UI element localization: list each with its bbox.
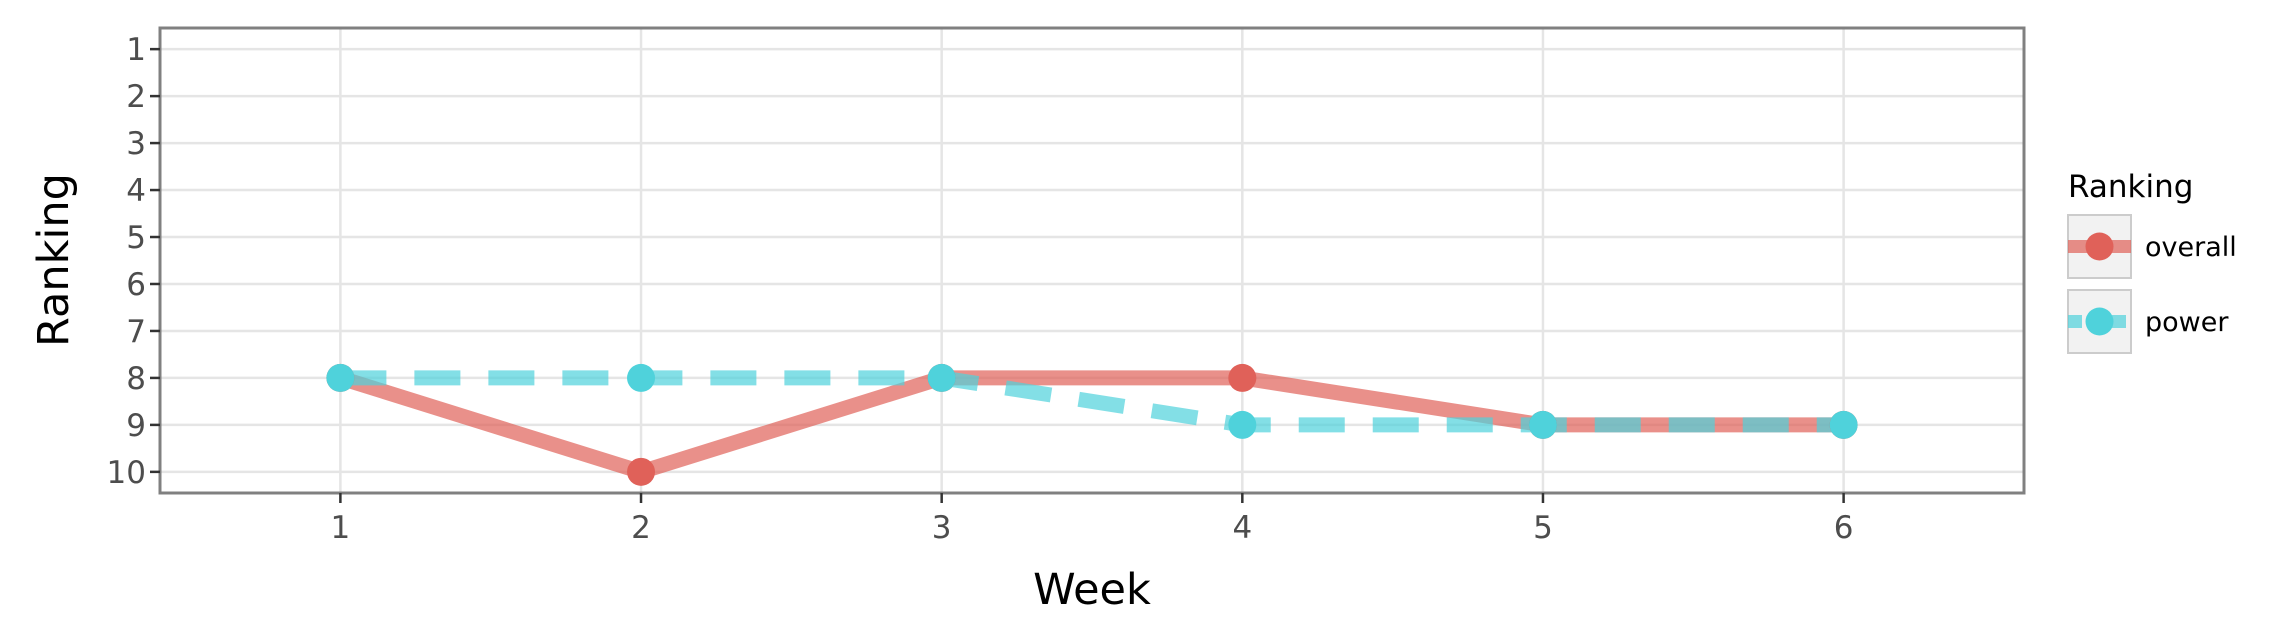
data-point-power bbox=[1228, 410, 1257, 439]
data-point-power bbox=[927, 363, 956, 392]
y-tick-label: 5 bbox=[126, 220, 146, 256]
legend-point-power bbox=[2085, 307, 2114, 336]
x-axis-title: Week bbox=[1033, 565, 1151, 615]
y-axis-title: Ranking bbox=[29, 173, 79, 347]
legend-point-overall bbox=[2085, 232, 2114, 261]
data-point-power bbox=[1528, 410, 1557, 439]
y-tick-label: 10 bbox=[107, 455, 146, 491]
y-tick-label: 4 bbox=[126, 173, 146, 209]
legend: Ranking overall power bbox=[2067, 169, 2237, 354]
y-tick-label: 8 bbox=[126, 361, 146, 397]
series-line-power bbox=[340, 370, 1844, 433]
x-tick-label: 1 bbox=[331, 510, 351, 546]
y-tick-label: 2 bbox=[126, 79, 146, 115]
legend-title: Ranking bbox=[2068, 169, 2193, 205]
data-point-power bbox=[1829, 410, 1858, 439]
x-tick-label: 6 bbox=[1834, 510, 1854, 546]
y-tick-label: 7 bbox=[126, 314, 146, 350]
y-tick-label: 1 bbox=[126, 32, 146, 68]
legend-label-overall: overall bbox=[2145, 232, 2237, 263]
data-point-overall bbox=[1228, 363, 1257, 392]
data-point-power bbox=[627, 363, 656, 392]
y-tick-label: 9 bbox=[126, 408, 146, 444]
y-tick-label: 3 bbox=[126, 126, 146, 162]
y-tick-label: 6 bbox=[126, 267, 146, 303]
x-tick-label: 5 bbox=[1533, 510, 1553, 546]
series-layer bbox=[326, 363, 1858, 486]
x-tick-label: 2 bbox=[631, 510, 651, 546]
panel-border bbox=[158, 26, 2026, 495]
x-tick-label: 4 bbox=[1232, 510, 1252, 546]
data-point-overall bbox=[627, 457, 656, 486]
data-point-power bbox=[326, 363, 355, 392]
legend-label-power: power bbox=[2145, 307, 2229, 338]
series-line-overall bbox=[338, 370, 1844, 480]
axes: 1 2 3 4 5 6 1 2 3 4 5 6 7 8 9 10 bbox=[107, 32, 1854, 546]
x-tick-label: 3 bbox=[932, 510, 952, 546]
